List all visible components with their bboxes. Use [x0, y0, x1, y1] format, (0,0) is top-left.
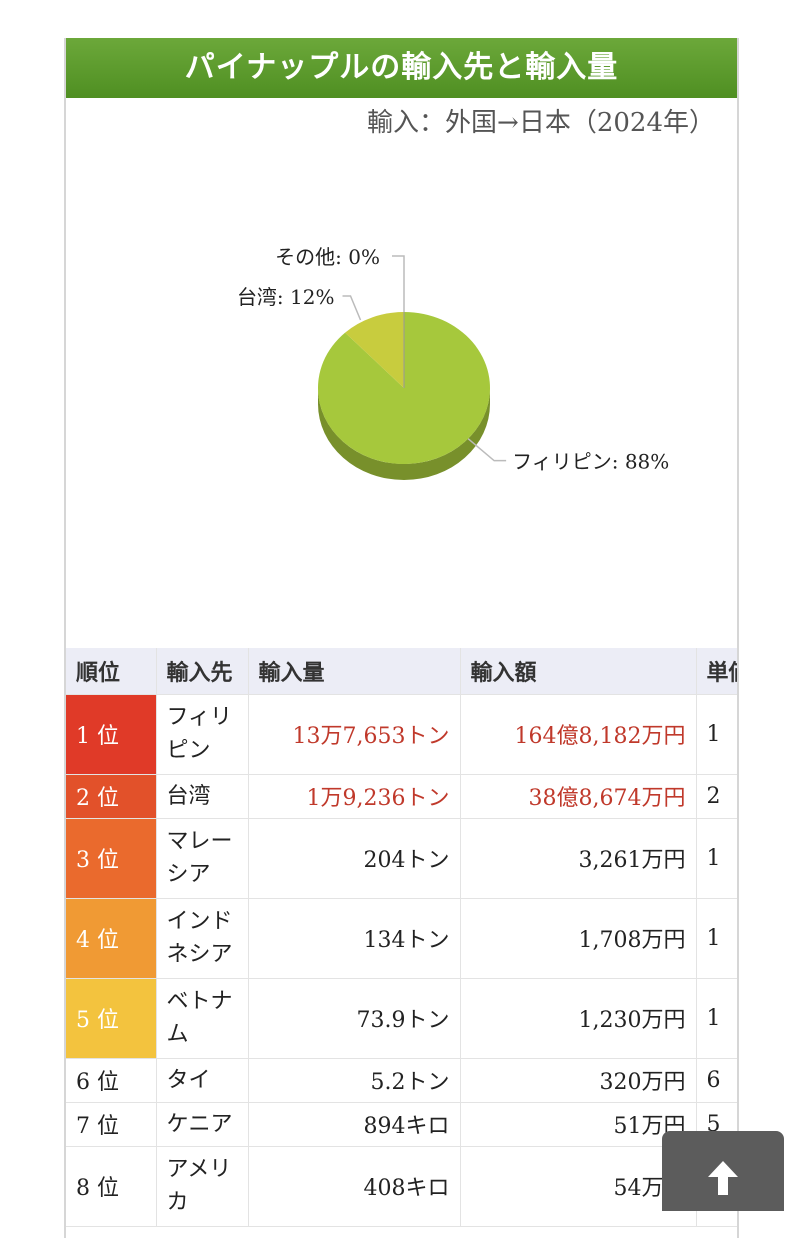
volume-cell: 13万7,653トン	[248, 694, 461, 775]
amount-cell: 164億8,182万円	[460, 694, 697, 775]
pie-label-2: その他: 0%	[275, 245, 380, 269]
table-row: 6 位タイ 5.2トン 320万円 6	[66, 1058, 737, 1103]
pie-chart: フィリピン: 88% 台湾: 12% その他: 0%	[237, 245, 669, 480]
rank-cell: 2 位	[66, 774, 157, 819]
header-volume: 輸入量	[248, 648, 461, 695]
volume-cell: 204トン	[248, 818, 461, 899]
pie-leader-line-0	[467, 438, 507, 462]
page-title: パイナップルの輸入先と輸入量	[66, 38, 737, 98]
scroll-to-top-button[interactable]	[662, 1131, 784, 1211]
pie-leader-line-1	[342, 295, 362, 321]
unit-price-cell: 1	[696, 694, 737, 775]
amount-cell: 38億8,674万円	[460, 774, 697, 819]
header-destination: 輸入先	[156, 648, 249, 695]
rank-cell: 4 位	[66, 898, 157, 979]
rank-cell: 5 位	[66, 978, 157, 1059]
unit-price-cell: 1	[696, 818, 737, 899]
destination-cell: マレーシア	[156, 818, 249, 899]
header-rank: 順位	[66, 648, 157, 695]
destination-cell: フィリピン	[156, 694, 249, 775]
table-row: 8 位アメリカ 408キロ 54万円	[66, 1146, 737, 1227]
table-row: 4 位インドネシア 134トン 1,708万円 1	[66, 898, 737, 979]
import-table: 順位 輸入先 輸入量 輸入額 単価 1 位フィリピン13万7,653トン164億…	[66, 648, 737, 1227]
pie-slice-1	[345, 312, 404, 388]
amount-cell: 1,230万円	[460, 978, 697, 1059]
table-row: 5 位ベトナム 73.9トン 1,230万円 1	[66, 978, 737, 1059]
unit-price-cell: 2	[696, 774, 737, 819]
table-row: 3 位マレーシア 204トン 3,261万円 1	[66, 818, 737, 899]
pie-label-1: 台湾: 12%	[237, 285, 335, 309]
pie-label-0: フィリピン: 88%	[512, 450, 669, 474]
rank-cell: 1 位	[66, 694, 157, 775]
amount-cell: 54万円	[460, 1146, 697, 1227]
rank-cell: 8 位	[66, 1146, 157, 1227]
pie-side-0	[318, 388, 490, 480]
amount-cell: 1,708万円	[460, 898, 697, 979]
volume-cell: 134トン	[248, 898, 461, 979]
destination-cell: 台湾	[156, 774, 249, 819]
rank-cell: 7 位	[66, 1102, 157, 1147]
pie-leader-line-2	[392, 255, 405, 312]
destination-cell: インドネシア	[156, 898, 249, 979]
amount-cell: 3,261万円	[460, 818, 697, 899]
volume-cell: 894キロ	[248, 1102, 461, 1147]
table-header-row: 順位 輸入先 輸入量 輸入額 単価	[66, 648, 737, 695]
rank-cell: 3 位	[66, 818, 157, 899]
volume-cell: 73.9トン	[248, 978, 461, 1059]
header-amount: 輸入額	[460, 648, 697, 695]
amount-cell: 51万円	[460, 1102, 697, 1147]
destination-cell: アメリカ	[156, 1146, 249, 1227]
volume-cell: 5.2トン	[248, 1058, 461, 1103]
amount-cell: 320万円	[460, 1058, 697, 1103]
volume-cell: 1万9,236トン	[248, 774, 461, 819]
table-row: 7 位ケニア 894キロ 51万円 5	[66, 1102, 737, 1147]
import-table-wrapper[interactable]: 順位 輸入先 輸入量 輸入額 単価 1 位フィリピン13万7,653トン164億…	[66, 648, 737, 1227]
volume-cell: 408キロ	[248, 1146, 461, 1227]
unit-price-cell: 1	[696, 898, 737, 979]
destination-cell: タイ	[156, 1058, 249, 1103]
destination-cell: ケニア	[156, 1102, 249, 1147]
rank-cell: 6 位	[66, 1058, 157, 1103]
unit-price-cell: 1	[696, 978, 737, 1059]
destination-cell: ベトナム	[156, 978, 249, 1059]
table-row: 2 位台湾 1万9,236トン 38億8,674万円 2	[66, 774, 737, 819]
chart-card: パイナップルの輸入先と輸入量 輸入：外国→日本（2024年） フィリピン: 88…	[64, 38, 739, 1238]
unit-price-cell: 6	[696, 1058, 737, 1103]
header-unit-price: 単価	[696, 648, 737, 695]
table-row: 1 位フィリピン 13万7,653トン 164億8,182万円 1	[66, 694, 737, 775]
arrow-up-icon	[708, 1161, 738, 1195]
chart-subtitle: 輸入：外国→日本（2024年）	[367, 108, 715, 138]
